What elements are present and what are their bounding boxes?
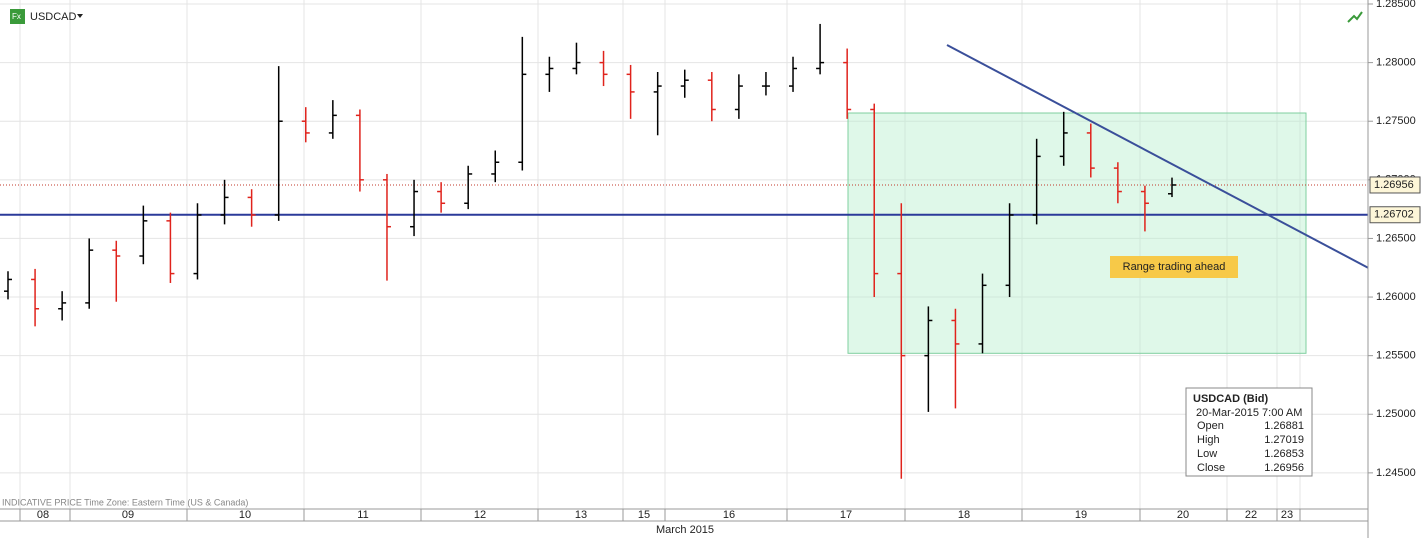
footer-note: INDICATIVE PRICE Time Zone: Eastern Time… [2,497,248,507]
horizontal-line-label-box [1369,206,1421,224]
y-tick-label: 1.26500 [1376,232,1416,244]
last-price-label-box [1369,176,1421,194]
x-tick-label: 23 [1281,509,1293,521]
x-tick-label: 22 [1245,509,1257,521]
info-label: Low [1197,448,1217,460]
x-tick-label: 20 [1177,509,1189,521]
y-tick-label: 1.28000 [1376,57,1416,69]
dropdown-arrow[interactable] [77,14,83,18]
x-tick-label: 10 [239,509,251,521]
y-tick-label: 1.26000 [1376,291,1416,303]
x-tick-label: 09 [122,509,134,521]
y-tick-label: 1.27500 [1376,115,1416,127]
fx-icon-text: Fx [12,12,21,21]
info-value: 1.26881 [1264,420,1304,432]
info-label: High [1197,434,1220,446]
annotation: Range trading ahead [1123,261,1226,273]
horizontal-line-label: 1.26702 [1374,209,1414,221]
fx-icon[interactable] [10,9,25,24]
annotation-box [1110,256,1238,278]
trend-icon[interactable] [1347,11,1363,23]
x-tick-label: 18 [958,509,970,521]
x-tick-label: 08 [37,509,49,521]
info-label: Close [1197,462,1225,474]
x-tick-label: 12 [474,509,486,521]
trendline [946,44,1369,269]
x-tick-label: 15 [638,509,650,521]
x-axis-title: March 2015 [656,524,714,536]
info-date: 20-Mar-2015 7:00 AM [1196,407,1302,419]
x-tick-label: 16 [723,509,735,521]
x-tick-label: 17 [840,509,852,521]
info-value: 1.26853 [1264,448,1304,460]
range-box [847,112,1307,354]
x-tick-label: 11 [357,509,368,521]
x-tick-label: 19 [1075,509,1087,521]
y-tick-label: 1.25500 [1376,350,1416,362]
info-box [1185,387,1313,477]
x-tick-label: 13 [575,509,587,521]
y-tick-label: 1.24500 [1376,467,1416,479]
info-value: 1.27019 [1264,434,1304,446]
y-tick-label: 1.28500 [1376,0,1416,10]
info-value: 1.26956 [1264,462,1304,474]
symbol[interactable]: USDCAD [30,11,77,23]
last-price-label: 1.26956 [1374,179,1414,191]
y-tick-label: 1.25000 [1376,408,1416,420]
info-label: Open [1197,420,1224,432]
info-title: USDCAD (Bid) [1193,393,1268,405]
